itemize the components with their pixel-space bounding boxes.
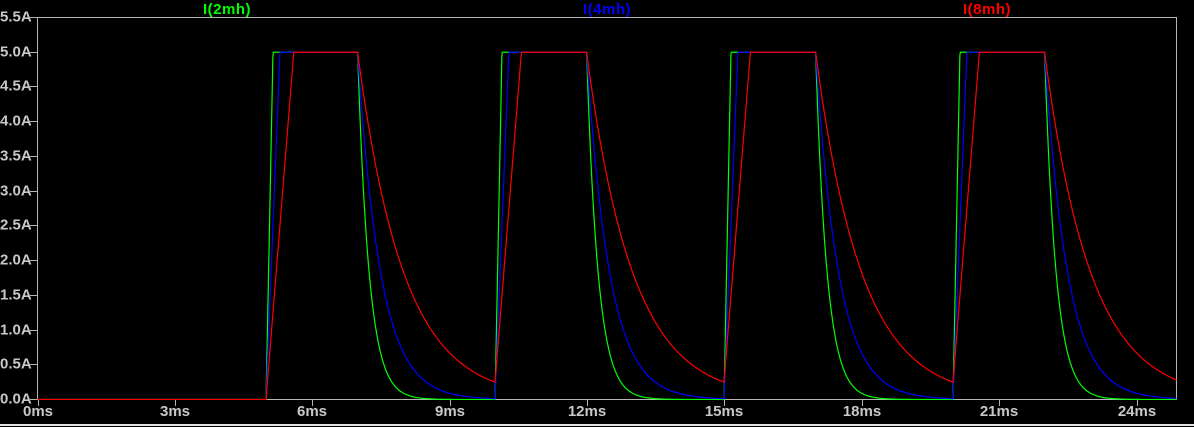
y-axis-tick-label: 1.0A [0, 321, 32, 339]
y-axis-tick [30, 17, 37, 18]
y-axis-tick [30, 364, 37, 365]
x-axis-tick-label: 12ms [567, 403, 607, 420]
x-axis-tick [38, 400, 39, 406]
plot-area[interactable] [37, 17, 1177, 400]
x-axis-tick [724, 400, 725, 406]
y-axis-tick [30, 156, 37, 157]
y-axis-tick [30, 225, 37, 226]
y-axis-tick-label: 4.0A [0, 112, 32, 130]
trace-i4mh[interactable] [37, 51, 1177, 400]
y-axis-tick [30, 295, 37, 296]
y-axis-tick [30, 191, 37, 192]
y-axis-tick [30, 260, 37, 261]
x-axis-tick-label: 0ms [22, 403, 54, 420]
y-axis-tick [30, 86, 37, 87]
x-axis-tick [312, 400, 313, 406]
legend-trace-i2mh[interactable]: I(2mh) [203, 1, 251, 18]
x-axis-tick [862, 400, 863, 406]
plot-frame [37, 17, 1177, 400]
x-axis-tick-label: 6ms [296, 403, 328, 420]
x-axis-tick [450, 400, 451, 406]
y-axis-tick-label: 3.0A [0, 182, 32, 200]
y-axis-tick-label: 0.0A [0, 390, 32, 408]
x-axis-tick [175, 400, 176, 406]
waveform-traces [37, 17, 1177, 400]
y-axis-tick [30, 330, 37, 331]
x-axis-tick-label: 9ms [434, 403, 466, 420]
legend-trace-i4mh[interactable]: I(4mh) [583, 1, 631, 18]
trace-i2mh[interactable] [37, 51, 1177, 400]
y-axis-tick-label: 5.0A [0, 43, 32, 61]
y-axis-tick-label: 2.0A [0, 251, 32, 269]
y-axis-tick-label: 0.5A [0, 355, 32, 373]
y-axis-tick-label: 1.5A [0, 286, 32, 304]
window-bottom-edge [0, 424, 1194, 426]
trace-i8mh[interactable] [37, 51, 1177, 400]
x-axis-tick-label: 21ms [979, 403, 1019, 420]
legend-trace-i8mh[interactable]: I(8mh) [963, 1, 1011, 18]
x-axis-tick-label: 18ms [842, 403, 882, 420]
x-axis-tick-label: 24ms [1117, 403, 1157, 420]
x-axis-tick [1137, 400, 1138, 406]
x-axis-tick [587, 400, 588, 406]
y-axis-tick-label: 3.5A [0, 147, 32, 165]
y-axis-tick [30, 121, 37, 122]
y-axis-tick-label: 5.5A [0, 8, 32, 26]
x-axis-tick-label: 15ms [704, 403, 744, 420]
x-axis-tick-label: 3ms [159, 403, 191, 420]
y-axis-tick [30, 399, 37, 400]
y-axis-tick-label: 4.5A [0, 77, 32, 95]
x-axis-tick [999, 400, 1000, 406]
y-axis-tick-label: 2.5A [0, 216, 32, 234]
y-axis-tick [30, 52, 37, 53]
